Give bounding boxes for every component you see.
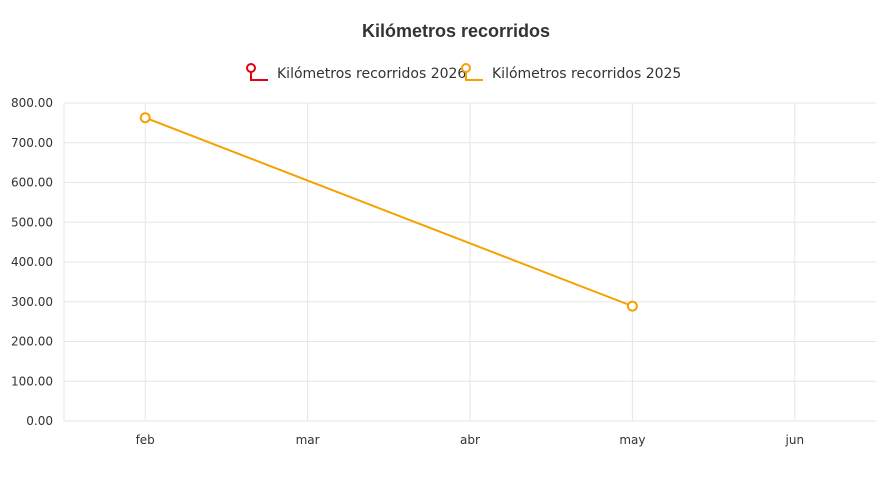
legend-item-2025[interactable]: Kilómetros recorridos 2025 [461, 63, 681, 82]
legend-label-2026: Kilómetros recorridos 2026 [277, 66, 466, 82]
x-tick-label: abr [460, 433, 480, 447]
data-point[interactable] [626, 300, 638, 312]
y-tick-label: 500.00 [11, 215, 53, 229]
series-line-1 [144, 116, 633, 308]
legend-marker-2026-dot [246, 63, 256, 73]
legend-marker-2025-dot [461, 63, 471, 73]
grid [63, 102, 876, 422]
x-tick-label: jun [785, 433, 805, 447]
x-tick-label: mar [296, 433, 320, 447]
y-tick-label: 200.00 [11, 335, 53, 349]
y-tick-label: 700.00 [11, 136, 53, 150]
x-tick-label: may [619, 433, 645, 447]
y-tick-label: 100.00 [11, 374, 53, 388]
y-tick-label: 400.00 [11, 255, 53, 269]
y-tick-label: 800.00 [11, 96, 53, 110]
chart-title: Kilómetros recorridos [362, 21, 550, 41]
y-tick-label: 600.00 [11, 176, 53, 190]
axes: 0.00 100.00 200.00 300.00 400.00 500.00 600.00… [11, 96, 804, 447]
legend-item-2026[interactable]: Kilómetros recorridos 2026 [246, 63, 466, 82]
x-tick-label: feb [136, 433, 155, 447]
data-point[interactable] [139, 112, 151, 124]
legend-label-2025: Kilómetros recorridos 2025 [492, 66, 681, 82]
y-tick-label: 300.00 [11, 295, 53, 309]
legend: Kilómetros recorridos 2026 Kilómetros re… [246, 63, 681, 82]
y-tick-label: 0.00 [26, 414, 53, 428]
series [139, 112, 638, 312]
